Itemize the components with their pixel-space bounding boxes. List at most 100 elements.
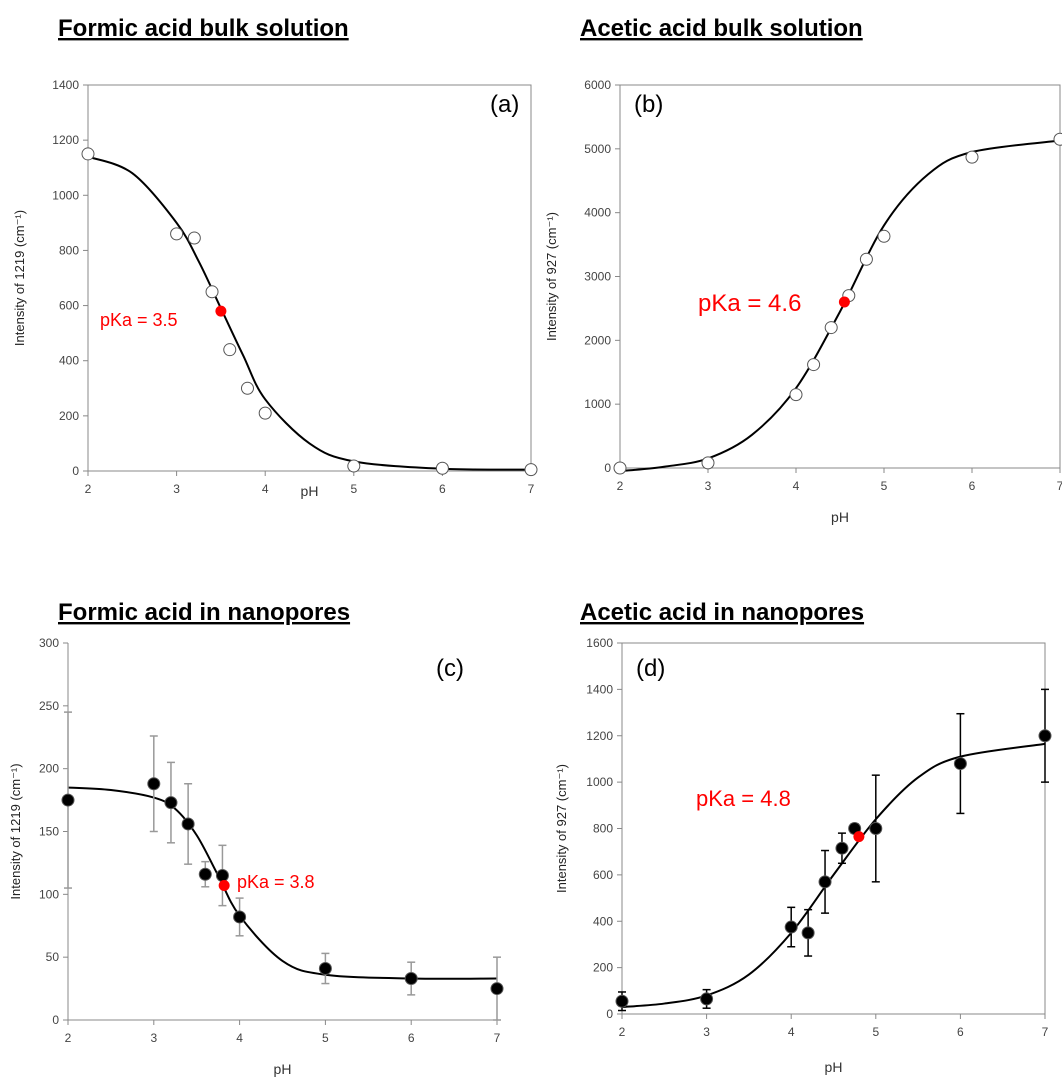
data-point (807, 358, 821, 372)
x-axis-label: pH (825, 1059, 843, 1075)
data-point (1053, 132, 1062, 146)
data-point (181, 817, 195, 831)
plot-frame (619, 84, 1061, 469)
data-point (205, 285, 219, 299)
x-tick-label: 4 (236, 1031, 243, 1045)
data-point (877, 229, 891, 243)
data-point (701, 456, 715, 470)
data-point (233, 910, 247, 924)
data-point (223, 343, 237, 357)
x-tick-label: 3 (705, 479, 712, 493)
y-tick-label: 400 (59, 354, 79, 368)
data-point (318, 961, 332, 975)
y-tick-label: 800 (593, 822, 613, 836)
panel-label: (d) (636, 655, 665, 682)
x-tick-label: 7 (1057, 479, 1062, 493)
x-tick-label: 5 (322, 1031, 329, 1045)
x-tick-label: 3 (173, 482, 180, 496)
y-tick-label: 200 (593, 961, 613, 975)
data-point (347, 459, 361, 473)
data-point (965, 150, 979, 164)
y-tick-label: 1000 (584, 397, 611, 411)
y-tick-label: 600 (593, 868, 613, 882)
x-tick-label: 5 (872, 1025, 879, 1039)
fit-curve (87, 155, 532, 471)
panel-label: (a) (490, 91, 519, 118)
data-point (81, 147, 95, 161)
x-tick-label: 4 (788, 1025, 795, 1039)
y-tick-label: 200 (59, 409, 79, 423)
data-point (164, 796, 178, 810)
y-tick-label: 5000 (584, 142, 611, 156)
y-axis-label: Intensity of 927 (cm⁻¹) (554, 764, 569, 893)
plot-frame (87, 84, 532, 472)
x-tick-label: 7 (494, 1031, 501, 1045)
data-point (615, 994, 629, 1008)
data-point (404, 972, 418, 986)
chart-title: Acetic acid bulk solution (580, 15, 863, 42)
y-tick-label: 6000 (584, 78, 611, 92)
fit-curve (619, 139, 1061, 473)
y-tick-label: 50 (46, 950, 60, 964)
pka-point (218, 880, 230, 892)
x-tick-label: 6 (969, 479, 976, 493)
y-tick-label: 150 (39, 825, 59, 839)
x-tick-label: 2 (617, 479, 624, 493)
data-point (824, 321, 838, 335)
y-tick-label: 100 (39, 887, 59, 901)
y-axis-label: Intensity of 1219 (cm⁻¹) (8, 763, 23, 899)
data-point (170, 227, 184, 241)
y-tick-label: 1000 (52, 188, 79, 202)
data-point (490, 982, 504, 996)
panel-label: (c) (436, 655, 464, 682)
x-tick-label: 5 (350, 482, 357, 496)
fit-curve (621, 742, 1046, 1009)
y-tick-label: 1600 (586, 636, 613, 650)
x-tick-label: 6 (439, 482, 446, 496)
data-point (859, 252, 873, 266)
y-tick-label: 3000 (584, 270, 611, 284)
data-point (240, 381, 254, 395)
x-tick-label: 7 (528, 482, 535, 496)
data-point (215, 868, 229, 882)
x-tick-label: 6 (957, 1025, 964, 1039)
data-point (818, 875, 832, 889)
plot-frame (621, 642, 1046, 1015)
y-axis-label: Intensity of 927 (cm⁻¹) (544, 212, 559, 341)
data-point (435, 461, 449, 475)
y-tick-label: 1400 (586, 682, 613, 696)
y-tick-label: 1200 (586, 729, 613, 743)
x-axis-label: pH (274, 1061, 292, 1077)
pka-annotation: pKa = 4.8 (696, 786, 791, 811)
data-point (198, 867, 212, 881)
data-point (700, 992, 714, 1006)
x-tick-label: 2 (65, 1031, 72, 1045)
pka-annotation: pKa = 4.6 (698, 290, 801, 317)
data-point (187, 231, 201, 245)
data-point (835, 841, 849, 855)
data-point (258, 406, 272, 420)
x-axis-label: pH (831, 509, 849, 525)
data-point (789, 388, 803, 402)
data-point (1038, 729, 1052, 743)
panel-label: (b) (634, 91, 663, 118)
data-point (953, 757, 967, 771)
x-tick-label: 7 (1042, 1025, 1049, 1039)
x-tick-label: 5 (881, 479, 888, 493)
y-tick-label: 400 (593, 914, 613, 928)
x-tick-label: 6 (408, 1031, 415, 1045)
data-point (61, 793, 75, 807)
data-point (524, 463, 538, 477)
x-axis-label: pH (301, 483, 319, 499)
y-tick-label: 1000 (586, 775, 613, 789)
y-tick-label: 250 (39, 699, 59, 713)
y-tick-label: 0 (604, 461, 611, 475)
x-tick-label: 4 (793, 479, 800, 493)
y-tick-label: 0 (72, 464, 79, 478)
y-tick-label: 4000 (584, 206, 611, 220)
y-tick-label: 2000 (584, 333, 611, 347)
y-tick-label: 1400 (52, 78, 79, 92)
y-tick-label: 800 (59, 243, 79, 257)
x-tick-label: 3 (703, 1025, 710, 1039)
